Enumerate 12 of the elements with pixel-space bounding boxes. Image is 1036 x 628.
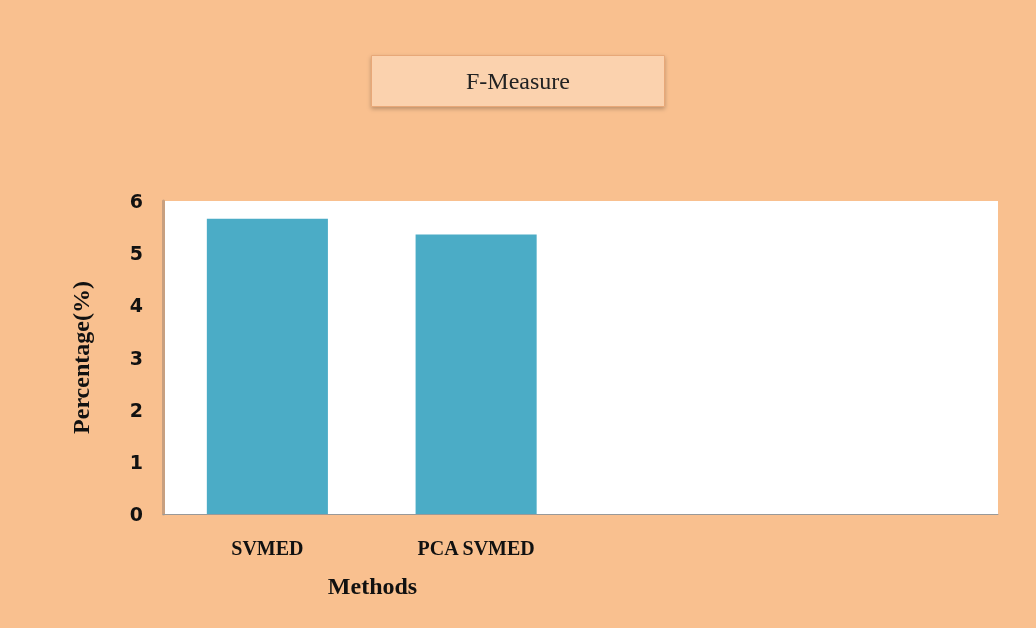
y-axis-title: Percentage(%) <box>68 281 94 434</box>
y-tick-label: 6 <box>129 190 143 212</box>
x-tick-label: SVMED <box>231 537 304 559</box>
x-axis-title: Methods <box>327 573 418 599</box>
chart-title: F-Measure <box>466 68 570 94</box>
y-tick-label: 0 <box>129 503 143 525</box>
x-tick-label: PCA SVMED <box>417 537 535 559</box>
y-tick-label: 5 <box>129 242 143 265</box>
y-tick-label: 4 <box>129 294 143 317</box>
y-tick-label: 2 <box>129 398 143 421</box>
y-tick-label: 3 <box>129 346 143 369</box>
y-tick-label: 1 <box>129 450 143 473</box>
